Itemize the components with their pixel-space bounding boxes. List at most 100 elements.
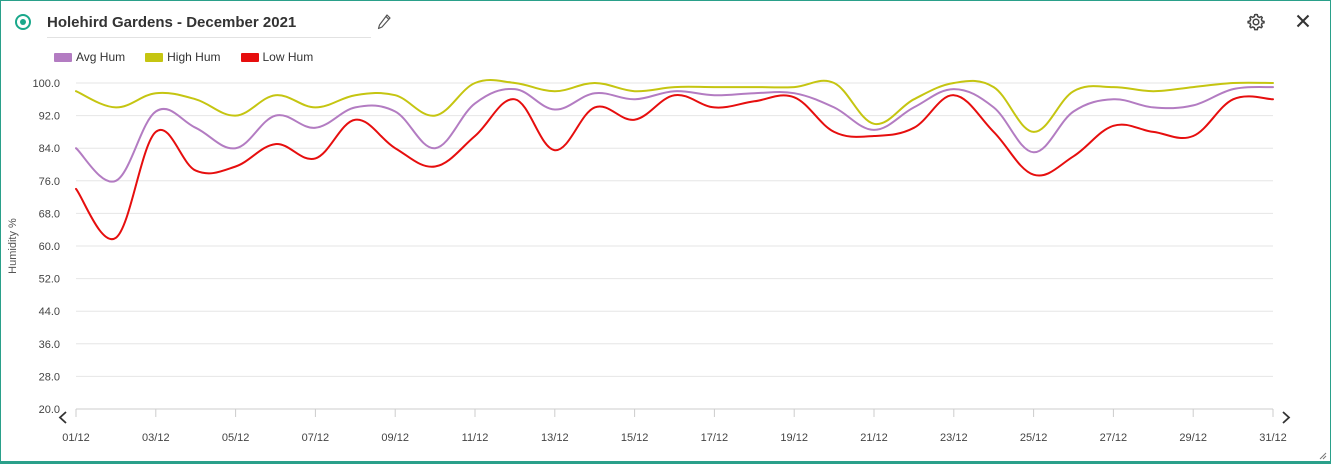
data-point-low-hum[interactable] (992, 130, 996, 134)
data-point-low-hum[interactable] (712, 105, 716, 109)
data-point-avg-hum[interactable] (872, 128, 876, 132)
data-point-low-hum[interactable] (872, 134, 876, 138)
data-point-avg-hum[interactable] (673, 89, 677, 93)
data-point-avg-hum[interactable] (1111, 97, 1115, 101)
resize-handle-icon[interactable] (1319, 452, 1327, 460)
data-point-high-hum[interactable] (1271, 81, 1275, 85)
data-point-avg-hum[interactable] (832, 105, 836, 109)
data-point-avg-hum[interactable] (952, 87, 956, 91)
data-point-high-hum[interactable] (1072, 89, 1076, 93)
gear-icon[interactable] (1246, 12, 1266, 32)
pencil-icon[interactable] (377, 14, 391, 30)
data-point-avg-hum[interactable] (433, 146, 437, 150)
data-point-low-hum[interactable] (1032, 173, 1036, 177)
data-point-low-hum[interactable] (553, 148, 557, 152)
data-point-low-hum[interactable] (433, 165, 437, 169)
data-point-low-hum[interactable] (1111, 124, 1115, 128)
data-point-high-hum[interactable] (712, 85, 716, 89)
legend-item-high-hum[interactable]: High Hum (145, 48, 221, 66)
data-point-high-hum[interactable] (832, 81, 836, 85)
data-point-avg-hum[interactable] (1151, 105, 1155, 109)
data-point-high-hum[interactable] (353, 93, 357, 97)
data-point-low-hum[interactable] (154, 130, 158, 134)
data-point-high-hum[interactable] (433, 114, 437, 118)
data-point-high-hum[interactable] (553, 89, 557, 93)
data-point-avg-hum[interactable] (114, 179, 118, 183)
data-point-avg-hum[interactable] (313, 126, 317, 130)
data-point-avg-hum[interactable] (154, 110, 158, 114)
data-point-avg-hum[interactable] (593, 91, 597, 95)
data-point-low-hum[interactable] (313, 156, 317, 160)
data-point-high-hum[interactable] (1032, 130, 1036, 134)
data-point-avg-hum[interactable] (74, 146, 78, 150)
data-point-high-hum[interactable] (872, 122, 876, 126)
data-point-low-hum[interactable] (1151, 130, 1155, 134)
data-point-high-hum[interactable] (593, 81, 597, 85)
data-point-low-hum[interactable] (234, 165, 238, 169)
data-point-high-hum[interactable] (1231, 81, 1235, 85)
data-point-low-hum[interactable] (513, 97, 517, 101)
data-point-high-hum[interactable] (393, 93, 397, 97)
data-point-low-hum[interactable] (274, 142, 278, 146)
data-point-high-hum[interactable] (1191, 85, 1195, 89)
data-point-avg-hum[interactable] (1191, 103, 1195, 107)
data-point-high-hum[interactable] (792, 85, 796, 89)
data-point-avg-hum[interactable] (912, 105, 916, 109)
data-point-low-hum[interactable] (1072, 154, 1076, 158)
data-point-avg-hum[interactable] (752, 91, 756, 95)
data-point-high-hum[interactable] (752, 85, 756, 89)
data-point-low-hum[interactable] (353, 118, 357, 122)
data-point-low-hum[interactable] (752, 99, 756, 103)
data-point-low-hum[interactable] (114, 236, 118, 240)
data-point-low-hum[interactable] (593, 105, 597, 109)
data-point-high-hum[interactable] (74, 89, 78, 93)
data-point-high-hum[interactable] (313, 105, 317, 109)
data-point-avg-hum[interactable] (633, 97, 637, 101)
data-point-avg-hum[interactable] (234, 146, 238, 150)
data-point-high-hum[interactable] (154, 91, 158, 95)
data-point-avg-hum[interactable] (1032, 150, 1036, 154)
data-point-high-hum[interactable] (274, 93, 278, 97)
data-point-avg-hum[interactable] (473, 101, 477, 105)
data-point-high-hum[interactable] (633, 89, 637, 93)
data-point-high-hum[interactable] (673, 85, 677, 89)
series-line-high-hum[interactable] (75, 79, 1274, 133)
data-point-low-hum[interactable] (1191, 134, 1195, 138)
data-point-avg-hum[interactable] (712, 93, 716, 97)
data-point-high-hum[interactable] (114, 105, 118, 109)
data-point-avg-hum[interactable] (194, 126, 198, 130)
data-point-low-hum[interactable] (673, 93, 677, 97)
data-point-avg-hum[interactable] (513, 87, 517, 91)
legend-item-avg-hum[interactable]: Avg Hum (54, 48, 125, 66)
series-line-low-hum[interactable] (75, 94, 1274, 241)
data-point-avg-hum[interactable] (274, 114, 278, 118)
data-point-low-hum[interactable] (952, 93, 956, 97)
data-point-avg-hum[interactable] (393, 110, 397, 114)
data-point-low-hum[interactable] (194, 169, 198, 173)
data-point-avg-hum[interactable] (1271, 85, 1275, 89)
data-point-high-hum[interactable] (473, 81, 477, 85)
data-point-high-hum[interactable] (912, 97, 916, 101)
legend-item-low-hum[interactable]: Low Hum (240, 48, 313, 66)
data-point-high-hum[interactable] (234, 114, 238, 118)
chevron-left-icon[interactable] (58, 411, 67, 424)
data-point-high-hum[interactable] (1111, 85, 1115, 89)
data-point-low-hum[interactable] (912, 126, 916, 130)
data-point-low-hum[interactable] (633, 118, 637, 122)
data-point-avg-hum[interactable] (553, 108, 557, 112)
data-point-low-hum[interactable] (1231, 97, 1235, 101)
close-icon[interactable] (1295, 13, 1311, 29)
data-point-high-hum[interactable] (1151, 89, 1155, 93)
data-point-low-hum[interactable] (1271, 97, 1275, 101)
data-point-high-hum[interactable] (952, 81, 956, 85)
data-point-high-hum[interactable] (194, 97, 198, 101)
data-point-avg-hum[interactable] (1072, 110, 1076, 114)
data-point-low-hum[interactable] (792, 95, 796, 99)
series-line-avg-hum[interactable] (75, 85, 1274, 183)
data-point-low-hum[interactable] (473, 134, 477, 138)
data-point-high-hum[interactable] (992, 85, 996, 89)
title-field[interactable]: Holehird Gardens - December 2021 (47, 9, 371, 38)
data-point-low-hum[interactable] (74, 187, 78, 191)
data-point-high-hum[interactable] (513, 81, 517, 85)
data-point-avg-hum[interactable] (792, 91, 796, 95)
